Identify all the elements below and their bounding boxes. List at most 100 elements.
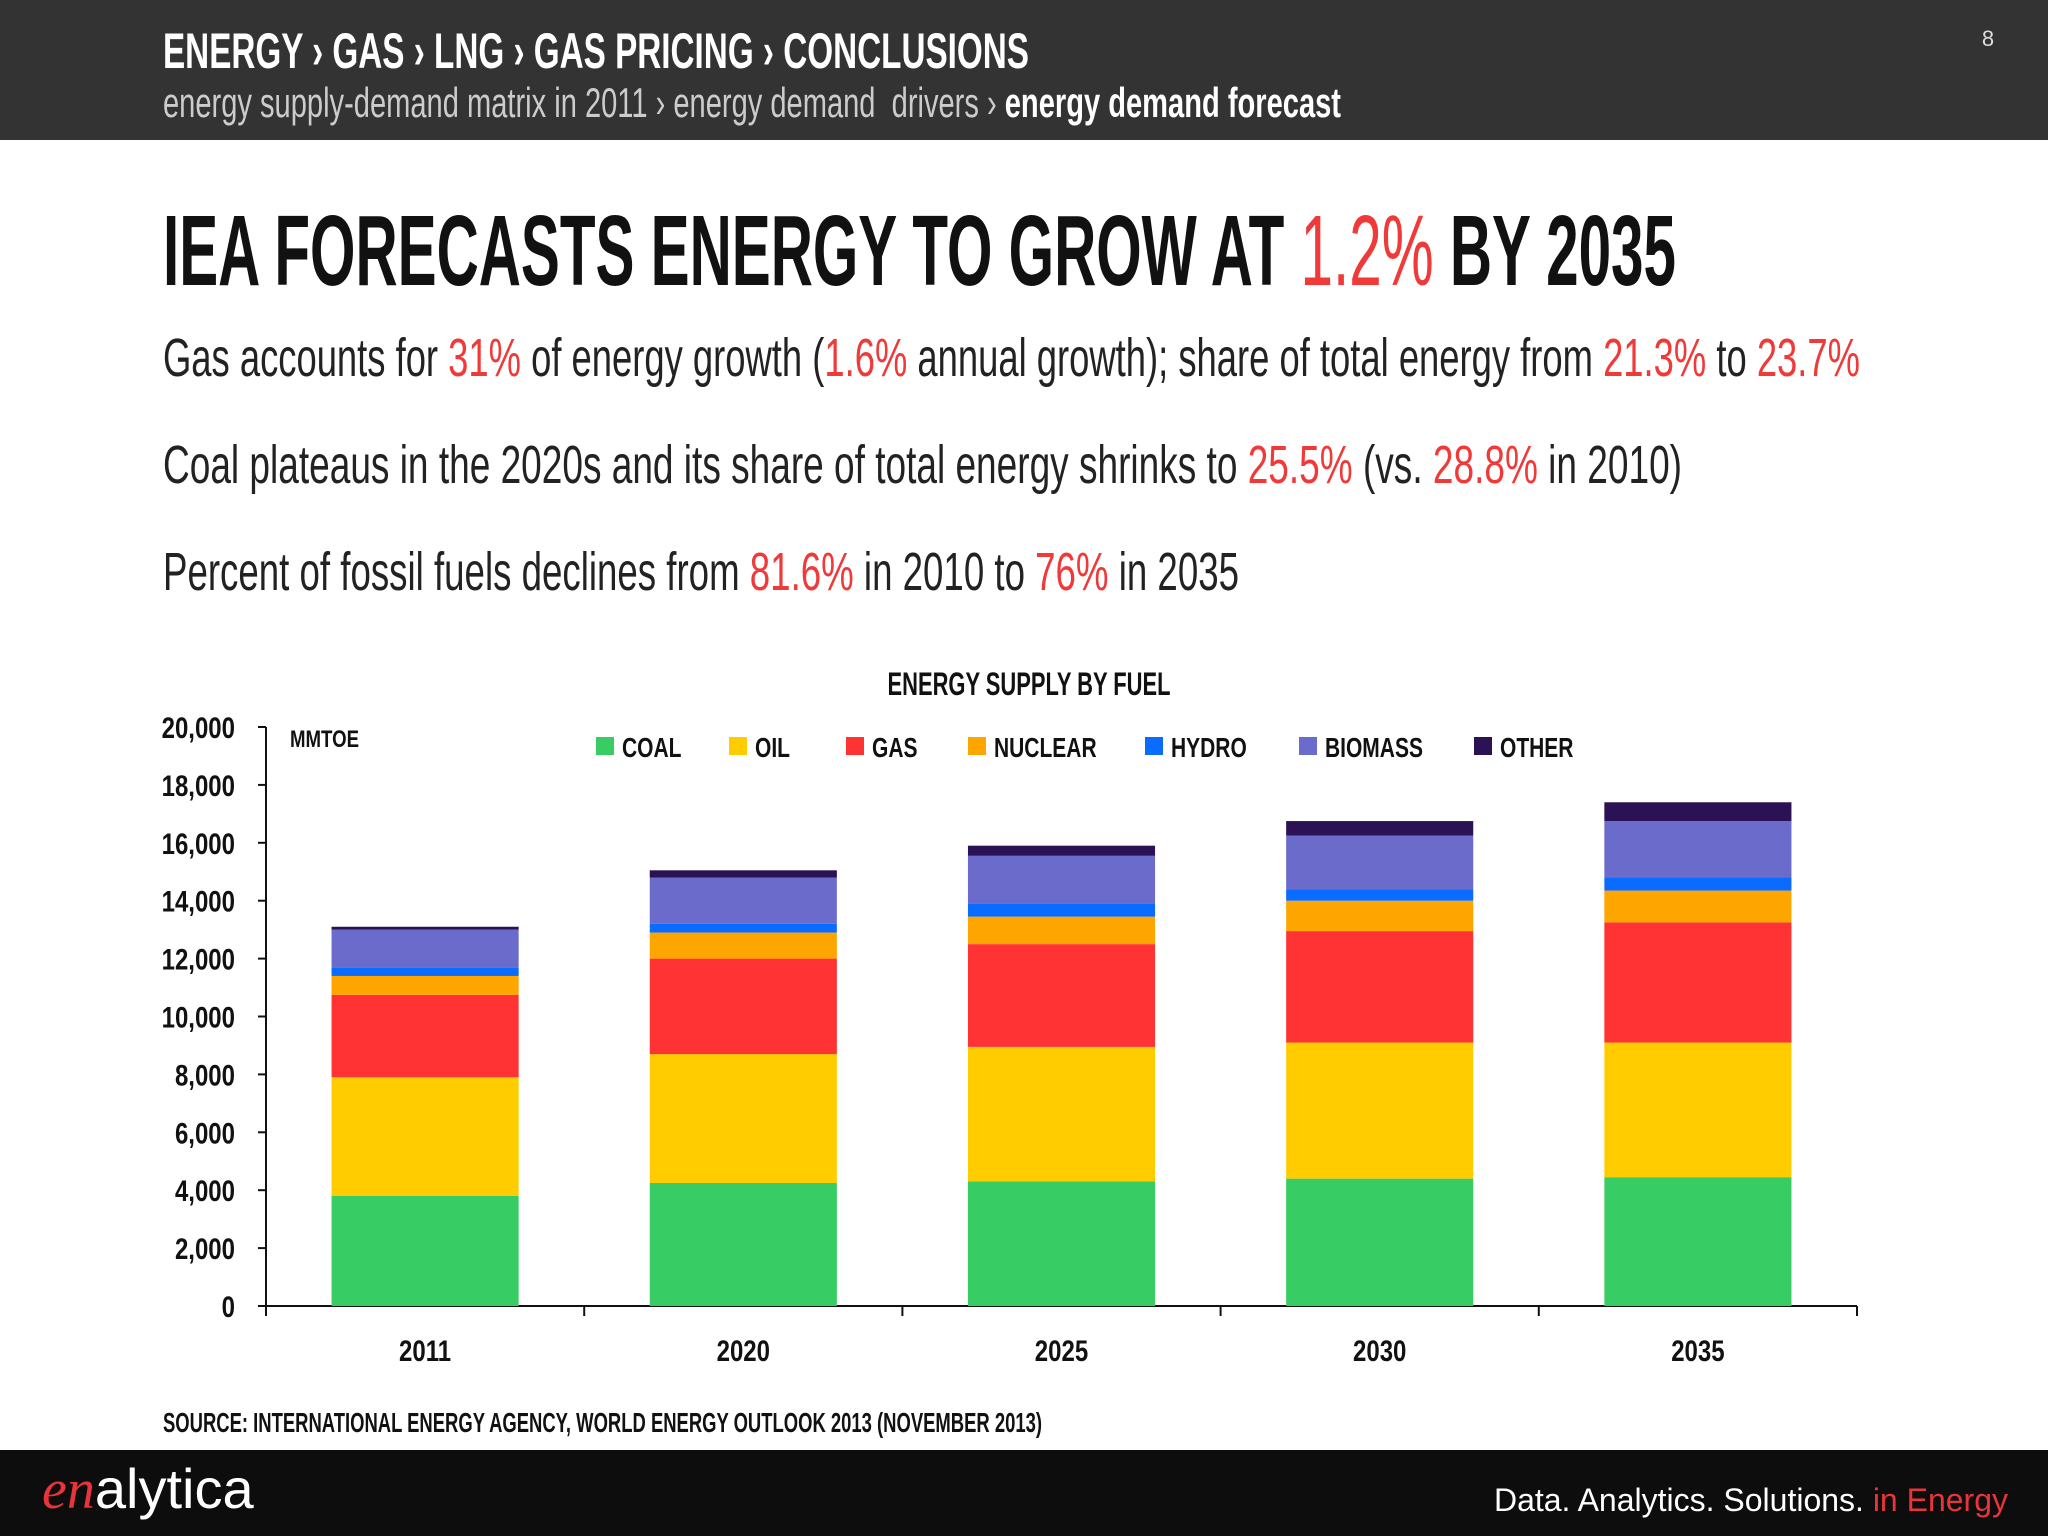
bar-segment xyxy=(1604,877,1792,891)
headline-part: BY 2035 xyxy=(1434,195,1676,307)
bar-segment xyxy=(1286,1042,1474,1179)
source: SOURCE: INTERNATIONAL ENERGY AGENCY, WOR… xyxy=(163,1407,1042,1438)
bullet-highlight: 76% xyxy=(1035,542,1108,602)
bar-segment xyxy=(1286,835,1474,890)
subcrumb-path: energy supply-demand matrix in 2011 › en… xyxy=(163,79,1005,126)
subcrumb: energy supply-demand matrix in 2011 › en… xyxy=(163,79,1341,126)
legend-item: GAS xyxy=(846,733,917,764)
bullet-text: annual growth); share of total energy fr… xyxy=(907,328,1603,388)
tagline-highlight: in Energy xyxy=(1873,1482,2008,1518)
bar-segment xyxy=(649,870,837,878)
logo-en: en xyxy=(42,1459,95,1521)
bar-segment xyxy=(649,932,837,959)
bullet-highlight: 28.8% xyxy=(1433,435,1538,495)
legend-item: OIL xyxy=(729,733,790,764)
bar-segment xyxy=(967,944,1156,1047)
x-tick-label: 2011 xyxy=(399,1333,451,1367)
bullet-text: in 2010) xyxy=(1538,435,1682,495)
y-tick-label: 8,000 xyxy=(175,1058,235,1092)
y-tick-label: 4,000 xyxy=(175,1174,235,1208)
legend-swatch xyxy=(729,737,747,755)
bullet-highlight: 31% xyxy=(448,328,521,388)
bar-segment xyxy=(331,994,519,1078)
bullets: Gas accounts for 31% of energy growth (1… xyxy=(163,328,1860,602)
bar-segment xyxy=(1604,890,1792,923)
logo: enalytica xyxy=(42,1457,254,1521)
header-bar xyxy=(0,0,2048,140)
bullet-text: Percent of fossil fuels declines from xyxy=(163,542,750,602)
headline-part: IEA FORECASTS ENERGY TO GROW AT xyxy=(163,195,1301,307)
subcrumb-current: energy demand forecast xyxy=(1005,79,1341,126)
legend-item: BIOMASS xyxy=(1299,733,1423,764)
bullet-text: in 2010 to xyxy=(854,542,1035,602)
breadcrumb: ENERGY › GAS › LNG › GAS PRICING › CONCL… xyxy=(163,23,1029,79)
legend-swatch xyxy=(846,737,864,755)
bullet-text: Coal plateaus in the 2020s and its share… xyxy=(163,435,1248,495)
bar-segment xyxy=(1286,900,1474,932)
bar-segment xyxy=(331,1077,519,1196)
bar-segment xyxy=(1286,889,1474,901)
headline-highlight: 1.2% xyxy=(1301,195,1434,307)
legend-item: HYDRO xyxy=(1145,733,1247,764)
chart-title: ENERGY SUPPLY BY FUEL xyxy=(888,666,1171,702)
y-tick-label: 6,000 xyxy=(175,1116,235,1150)
bullet: Coal plateaus in the 2020s and its share… xyxy=(163,435,1682,495)
tagline-text: Data. Analytics. Solutions. xyxy=(1494,1482,1873,1518)
legend-label: OTHER xyxy=(1500,733,1574,764)
x-tick-label: 2030 xyxy=(1353,1333,1406,1367)
legend-item: OTHER xyxy=(1474,733,1574,764)
bar-segment xyxy=(967,855,1156,904)
legend-label: OIL xyxy=(755,733,790,764)
bullet-text: to xyxy=(1706,328,1757,388)
legend-swatch xyxy=(968,737,986,755)
bullet: Gas accounts for 31% of energy growth (1… xyxy=(163,328,1860,388)
legend-swatch xyxy=(1299,737,1317,755)
bullet-highlight: 23.7% xyxy=(1757,328,1860,388)
bullet-text: in 2035 xyxy=(1109,542,1239,602)
legend-label: BIOMASS xyxy=(1325,733,1423,764)
x-tick-label: 2020 xyxy=(717,1333,770,1367)
bar-segment xyxy=(331,967,519,976)
legend-swatch xyxy=(596,737,614,755)
bar-segment xyxy=(649,958,837,1055)
bullet-highlight: 81.6% xyxy=(750,542,854,602)
y-tick-label: 0 xyxy=(222,1289,235,1323)
bar-segment xyxy=(967,916,1156,945)
bar-segment xyxy=(1604,1042,1792,1178)
bar-segment xyxy=(331,1195,519,1306)
bar-segment xyxy=(331,926,519,930)
bullet-text: (vs. xyxy=(1353,435,1433,495)
bullet-highlight: 21.3% xyxy=(1603,328,1706,388)
logo-rest: alytica xyxy=(95,1457,255,1520)
bar-segment xyxy=(1604,922,1792,1043)
bar-segment xyxy=(331,975,519,995)
bar-segment xyxy=(967,1046,1156,1182)
bar-segment xyxy=(1604,1177,1792,1306)
legend-swatch xyxy=(1474,737,1492,755)
bullet-highlight: 1.6% xyxy=(824,328,907,388)
page-number: 8 xyxy=(1982,26,1994,51)
bar-segment xyxy=(1604,802,1792,822)
bar-segment xyxy=(1286,931,1474,1043)
bullet-text: of energy growth ( xyxy=(521,328,824,388)
y-tick-label: 10,000 xyxy=(162,1000,235,1034)
legend-item: NUCLEAR xyxy=(968,733,1097,764)
y-tick-label: 20,000 xyxy=(162,710,235,744)
y-tick-label: 14,000 xyxy=(162,884,235,918)
tagline: Data. Analytics. Solutions. in Energy xyxy=(1494,1482,2008,1518)
legend-label: HYDRO xyxy=(1171,733,1247,764)
bullet-text: Gas accounts for xyxy=(163,328,448,388)
bar-segment xyxy=(967,903,1156,917)
y-tick-label: 12,000 xyxy=(162,942,235,976)
bullet-highlight: 25.5% xyxy=(1248,435,1353,495)
legend-label: GAS xyxy=(872,733,917,764)
bar-segment xyxy=(649,1182,837,1306)
headline: IEA FORECASTS ENERGY TO GROW AT 1.2% BY … xyxy=(163,195,1676,307)
footer-bar xyxy=(0,1450,2048,1536)
y-tick-label: 18,000 xyxy=(162,768,235,802)
bar-segment xyxy=(649,1054,837,1183)
y-tick-label: 2,000 xyxy=(175,1231,235,1265)
y-unit: MMTOE xyxy=(290,726,359,753)
